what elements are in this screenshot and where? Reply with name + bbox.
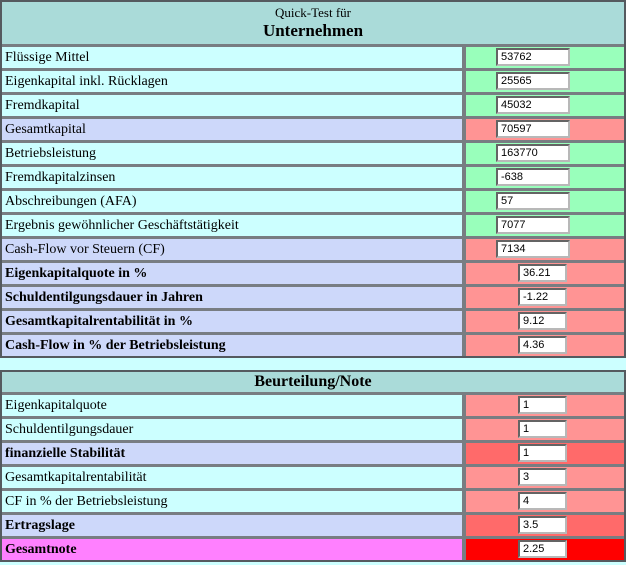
status-cell [466, 263, 624, 284]
table-row: Ergebnis gewöhnlicher Geschäftstätigkeit [2, 215, 624, 239]
table-row: Eigenkapitalquote in % [2, 263, 624, 287]
table-row: Gesamtkapitalrentabilität in % [2, 311, 624, 335]
row-label: Schuldentilgungsdauer in Jahren [2, 287, 466, 308]
status-cell [466, 215, 624, 236]
status-cell [466, 539, 624, 560]
value-input [518, 396, 567, 414]
value-input[interactable] [496, 72, 570, 90]
row-label: Eigenkapitalquote in % [2, 263, 466, 284]
status-cell [466, 71, 624, 92]
row-label: Ergebnis gewöhnlicher Geschäftstätigkeit [2, 215, 466, 236]
row-label: Cash-Flow vor Steuern (CF) [2, 239, 466, 260]
status-cell [466, 95, 624, 116]
table-row: Schuldentilgungsdauer [2, 419, 624, 443]
row-label: Ertragslage [2, 515, 466, 536]
quick-test-table: Quick-Test für Unternehmen Flüssige Mitt… [0, 0, 626, 358]
status-cell [466, 515, 624, 536]
value-input[interactable] [496, 240, 570, 258]
status-cell [466, 467, 624, 488]
value-input [518, 492, 567, 510]
row-label: CF in % der Betriebsleistung [2, 491, 466, 512]
table-row: Gesamtkapitalrentabilität [2, 467, 624, 491]
row-label: Fremdkapital [2, 95, 466, 116]
value-input[interactable] [496, 120, 570, 138]
row-label: Eigenkapital inkl. Rücklagen [2, 71, 466, 92]
table-row: CF in % der Betriebsleistung [2, 491, 624, 515]
table-gap [0, 358, 626, 370]
row-label: Betriebsleistung [2, 143, 466, 164]
value-input [518, 288, 567, 306]
table-row: Cash-Flow in % der Betriebsleistung [2, 335, 624, 356]
status-cell [466, 119, 624, 140]
row-label: Schuldentilgungsdauer [2, 419, 466, 440]
status-cell [466, 311, 624, 332]
value-input [518, 336, 567, 354]
value-input[interactable] [496, 216, 570, 234]
value-input [518, 420, 567, 438]
value-input[interactable] [496, 192, 570, 210]
value-input [518, 312, 567, 330]
table-row: Abschreibungen (AFA) [2, 191, 624, 215]
row-label: Gesamtkapitalrentabilität [2, 467, 466, 488]
table-row: Flüssige Mittel [2, 47, 624, 71]
status-cell [466, 287, 624, 308]
table-row: finanzielle Stabilität [2, 443, 624, 467]
status-cell [466, 143, 624, 164]
row-label: Flüssige Mittel [2, 47, 466, 68]
rating-rows: Eigenkapitalquote Schuldentilgungsdauer fi… [2, 395, 624, 560]
rating-table: Beurteilung/Note Eigenkapitalquote Schuld… [0, 370, 626, 562]
row-label: Gesamtkapitalrentabilität in % [2, 311, 466, 332]
quick-test-header: Quick-Test für Unternehmen [2, 2, 624, 47]
rating-header: Beurteilung/Note [2, 372, 624, 395]
value-input [518, 444, 567, 462]
status-cell [466, 239, 624, 260]
rating-title: Beurteilung/Note [254, 373, 372, 390]
table-row: Eigenkapitalquote [2, 395, 624, 419]
table-row: Gesamtkapital [2, 119, 624, 143]
quick-test-title: Quick-Test für [275, 5, 351, 20]
status-cell [466, 443, 624, 464]
table-row: Cash-Flow vor Steuern (CF) [2, 239, 624, 263]
row-label: Abschreibungen (AFA) [2, 191, 466, 212]
row-label: Cash-Flow in % der Betriebsleistung [2, 335, 466, 356]
status-cell [466, 491, 624, 512]
status-cell [466, 395, 624, 416]
value-input[interactable] [496, 144, 570, 162]
table-row: Ertragslage [2, 515, 624, 539]
value-input [518, 264, 567, 282]
status-cell [466, 419, 624, 440]
value-input[interactable] [496, 168, 570, 186]
table-row: Eigenkapital inkl. Rücklagen [2, 71, 624, 95]
value-input[interactable] [496, 96, 570, 114]
table-row: Schuldentilgungsdauer in Jahren [2, 287, 624, 311]
table-row: Betriebsleistung [2, 143, 624, 167]
status-cell [466, 335, 624, 356]
value-input [518, 516, 567, 534]
table-row: Fremdkapital [2, 95, 624, 119]
value-input [518, 468, 567, 486]
table-row: Fremdkapitalzinsen [2, 167, 624, 191]
row-label: Gesamtkapital [2, 119, 466, 140]
status-cell [466, 191, 624, 212]
quick-test-rows: Flüssige Mittel Eigenkapital inkl. Rückla… [2, 47, 624, 356]
value-input[interactable] [496, 48, 570, 66]
status-cell [466, 167, 624, 188]
quick-test-subtitle: Unternehmen [262, 21, 364, 40]
row-label: Gesamtnote [2, 539, 466, 560]
value-input [518, 540, 567, 558]
status-cell [466, 47, 624, 68]
row-label: finanzielle Stabilität [2, 443, 466, 464]
table-row: Gesamtnote [2, 539, 624, 560]
row-label: Fremdkapitalzinsen [2, 167, 466, 188]
row-label: Eigenkapitalquote [2, 395, 466, 416]
